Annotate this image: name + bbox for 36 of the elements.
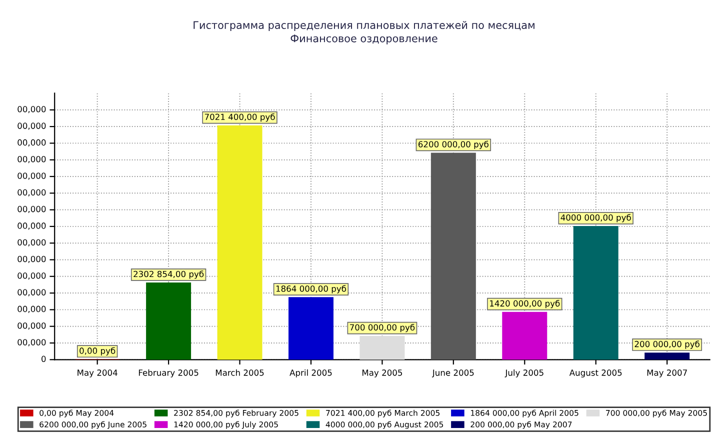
text: 00,000: [18, 156, 46, 164]
x-tick-label: July 2005: [504, 369, 544, 378]
data-label: 200 000,00 руб: [634, 340, 700, 349]
text: 00,000: [18, 272, 46, 280]
data-label: 1420 000,00 руб: [490, 300, 560, 308]
text: 00,000: [18, 206, 46, 214]
chart-title: Гистограмма распределения плановых платежей по месяцам: [194, 20, 534, 32]
x-tick-label: August 2005: [569, 370, 622, 378]
x-tick-label: February 2005: [138, 369, 198, 378]
text: 0: [42, 356, 46, 362]
x-tick-label: March 2005: [216, 369, 264, 376]
text: 00,000: [18, 322, 46, 330]
text: 00,000: [18, 172, 46, 180]
text: 00,000: [18, 122, 46, 130]
data-label: 7021 400,00 руб: [204, 113, 275, 122]
x-tick-label: May 2004: [78, 370, 118, 378]
text: 00,000: [18, 339, 46, 346]
data-label: 2302 854,00 руб: [134, 270, 204, 279]
data-label: 1864 000,00 руб: [276, 285, 346, 294]
data-label: 700 000,00 руб: [350, 324, 415, 332]
text: 00,000: [18, 306, 46, 313]
text: 00,000: [18, 239, 46, 246]
text: 00,000: [18, 222, 46, 230]
text: 00,000: [18, 189, 46, 196]
x-tick-label: May 2005: [362, 370, 402, 378]
data-label: 6200 000,00 руб: [418, 140, 488, 150]
x-tick-label: June 2005: [432, 370, 474, 378]
x-tick-label: April 2005: [290, 369, 332, 378]
text: 00,000: [18, 256, 46, 264]
text: 00,000: [18, 106, 46, 114]
text: 00,000: [18, 139, 46, 146]
data-label: 4000 000,00 руб: [560, 214, 631, 222]
chart-subtitle: Финансовое оздоровление: [290, 34, 438, 44]
data-label: 0,00 руб: [80, 347, 116, 356]
x-tick-label: May 2007: [647, 370, 687, 378]
text: 00,000: [18, 289, 46, 296]
